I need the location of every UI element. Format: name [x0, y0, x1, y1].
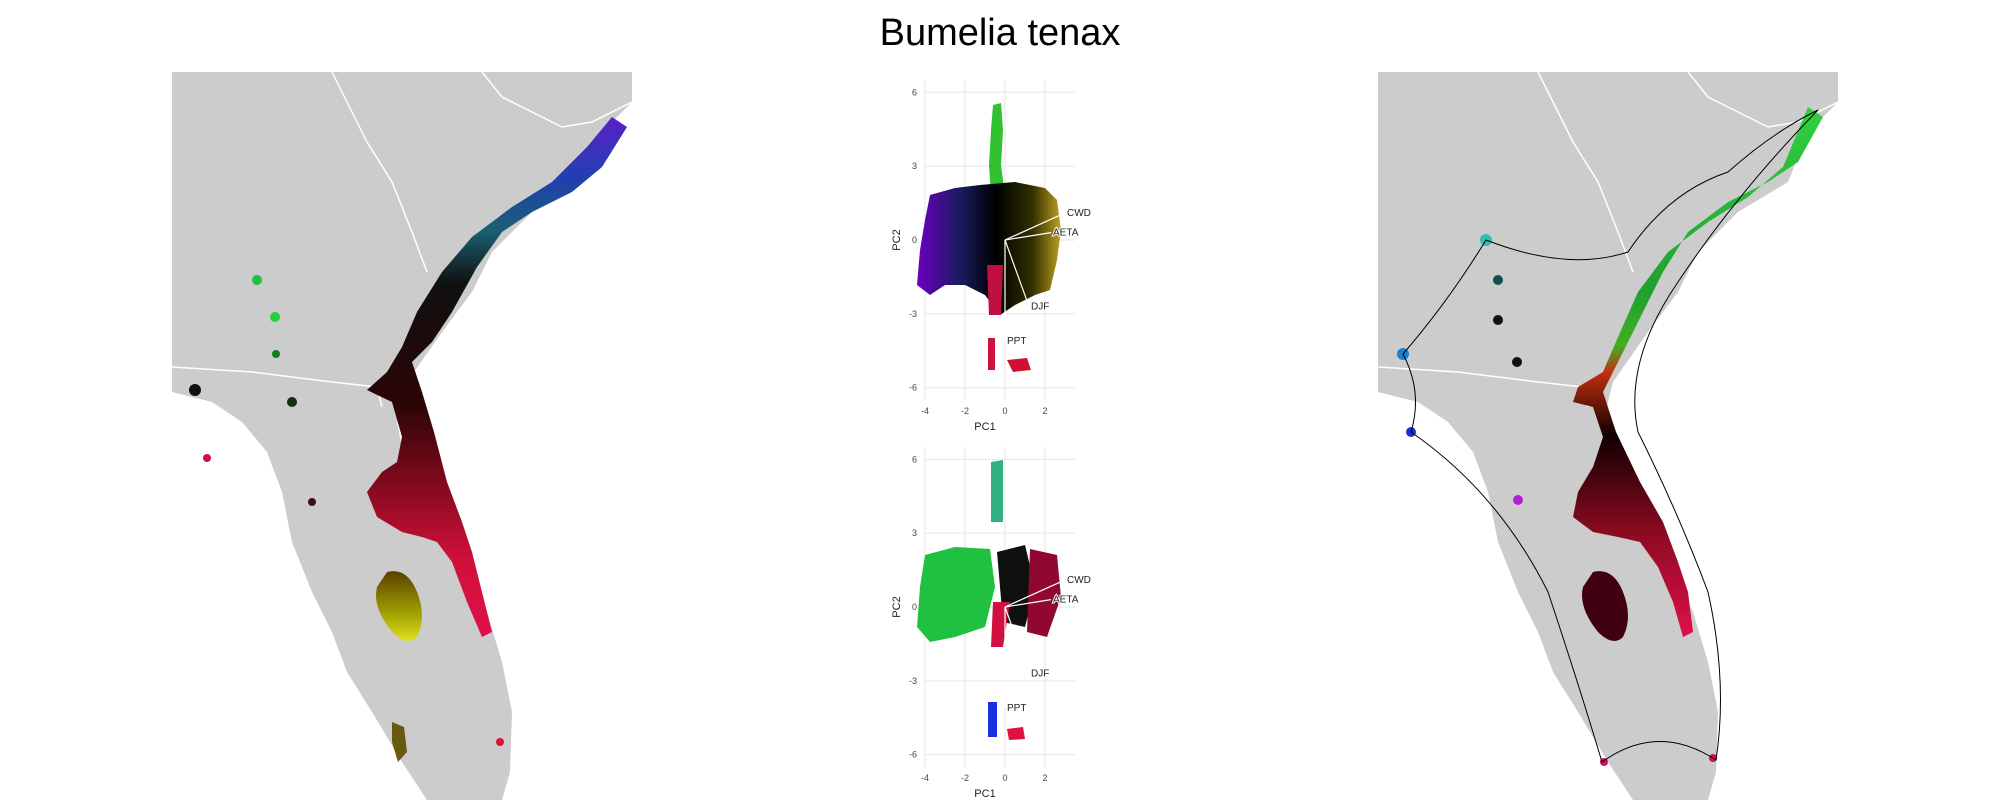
- y-tick-label: 0: [912, 235, 917, 245]
- point-cloud: [917, 103, 1061, 372]
- loading-arrow-djf: [1004, 239, 1030, 307]
- x-tick-label: 0: [1002, 406, 1007, 416]
- loading-label-ppt: PPT: [1007, 703, 1026, 714]
- right-map: [1378, 72, 1838, 800]
- loading-arrow-aeta: [1004, 232, 1052, 241]
- x-tick-label: -4: [921, 773, 929, 783]
- loading-label-cwd: CWD: [1067, 208, 1091, 219]
- left-map: [172, 72, 632, 800]
- loading-arrow-cwd: [1004, 212, 1066, 241]
- axes: -4 -2 0 2 -6 -3 0 3 6 PC1 PC2: [891, 454, 1048, 800]
- x-tick-label: 0: [1002, 773, 1007, 783]
- x-tick-label: 2: [1042, 406, 1047, 416]
- pca-plot-bottom: -4 -2 0 2 -6 -3 0 3 6 PC1 PC2 CWD AETA DJF PPT: [891, 447, 1092, 800]
- x-tick-label: 2: [1042, 773, 1047, 783]
- species-range-right: [1397, 107, 1823, 766]
- axes: -4 -2 0 2 -6 -3 0 3 6 PC1 PC2: [891, 87, 1048, 433]
- loading-vectors: CWD AETA DJF PPT: [1004, 207, 1092, 348]
- land-mass: [172, 72, 632, 800]
- land-mass: [1378, 72, 1838, 800]
- y-tick-label: -3: [909, 676, 917, 686]
- y-tick-label: 3: [912, 528, 917, 538]
- y-tick-label: -3: [909, 309, 917, 319]
- loading-label-ppt: PPT: [1007, 336, 1026, 347]
- loading-arrow-cwd: [1004, 579, 1066, 608]
- y-tick-label: 6: [912, 87, 917, 97]
- x-tick-label: -4: [921, 406, 929, 416]
- loading-label-aeta: AETA: [1053, 595, 1079, 606]
- loading-label-djf: DJF: [1031, 301, 1049, 312]
- y-tick-label: 0: [912, 602, 917, 612]
- loading-label-djf: DJF: [1031, 668, 1049, 679]
- loading-label-aeta: AETA: [1053, 228, 1079, 239]
- y-tick-label: 3: [912, 161, 917, 171]
- loading-label-cwd: CWD: [1067, 575, 1091, 586]
- figure-title: Bumelia tenax: [879, 12, 1121, 54]
- x-axis-label: PC1: [974, 788, 995, 800]
- convex-hull: [1402, 109, 1819, 763]
- loading-vectors: CWD AETA DJF PPT: [1004, 574, 1092, 715]
- x-tick-label: -2: [961, 406, 969, 416]
- y-tick-label: -6: [909, 750, 917, 760]
- loading-arrow-djf: [1004, 606, 1030, 674]
- x-tick-label: -2: [961, 773, 969, 783]
- y-axis-label: PC2: [891, 229, 903, 250]
- pca-plot-top: -4 -2 0 2 -6 -3 0 3 6 PC1 PC2 CWD AETA DJF PPT: [891, 80, 1092, 433]
- y-tick-label: 6: [912, 454, 917, 464]
- y-tick-label: -6: [909, 383, 917, 393]
- species-range-left: [189, 117, 627, 762]
- point-cloud: [917, 460, 1061, 740]
- x-axis-label: PC1: [974, 421, 995, 433]
- loading-arrow-aeta: [1004, 599, 1052, 608]
- y-axis-label: PC2: [891, 596, 903, 617]
